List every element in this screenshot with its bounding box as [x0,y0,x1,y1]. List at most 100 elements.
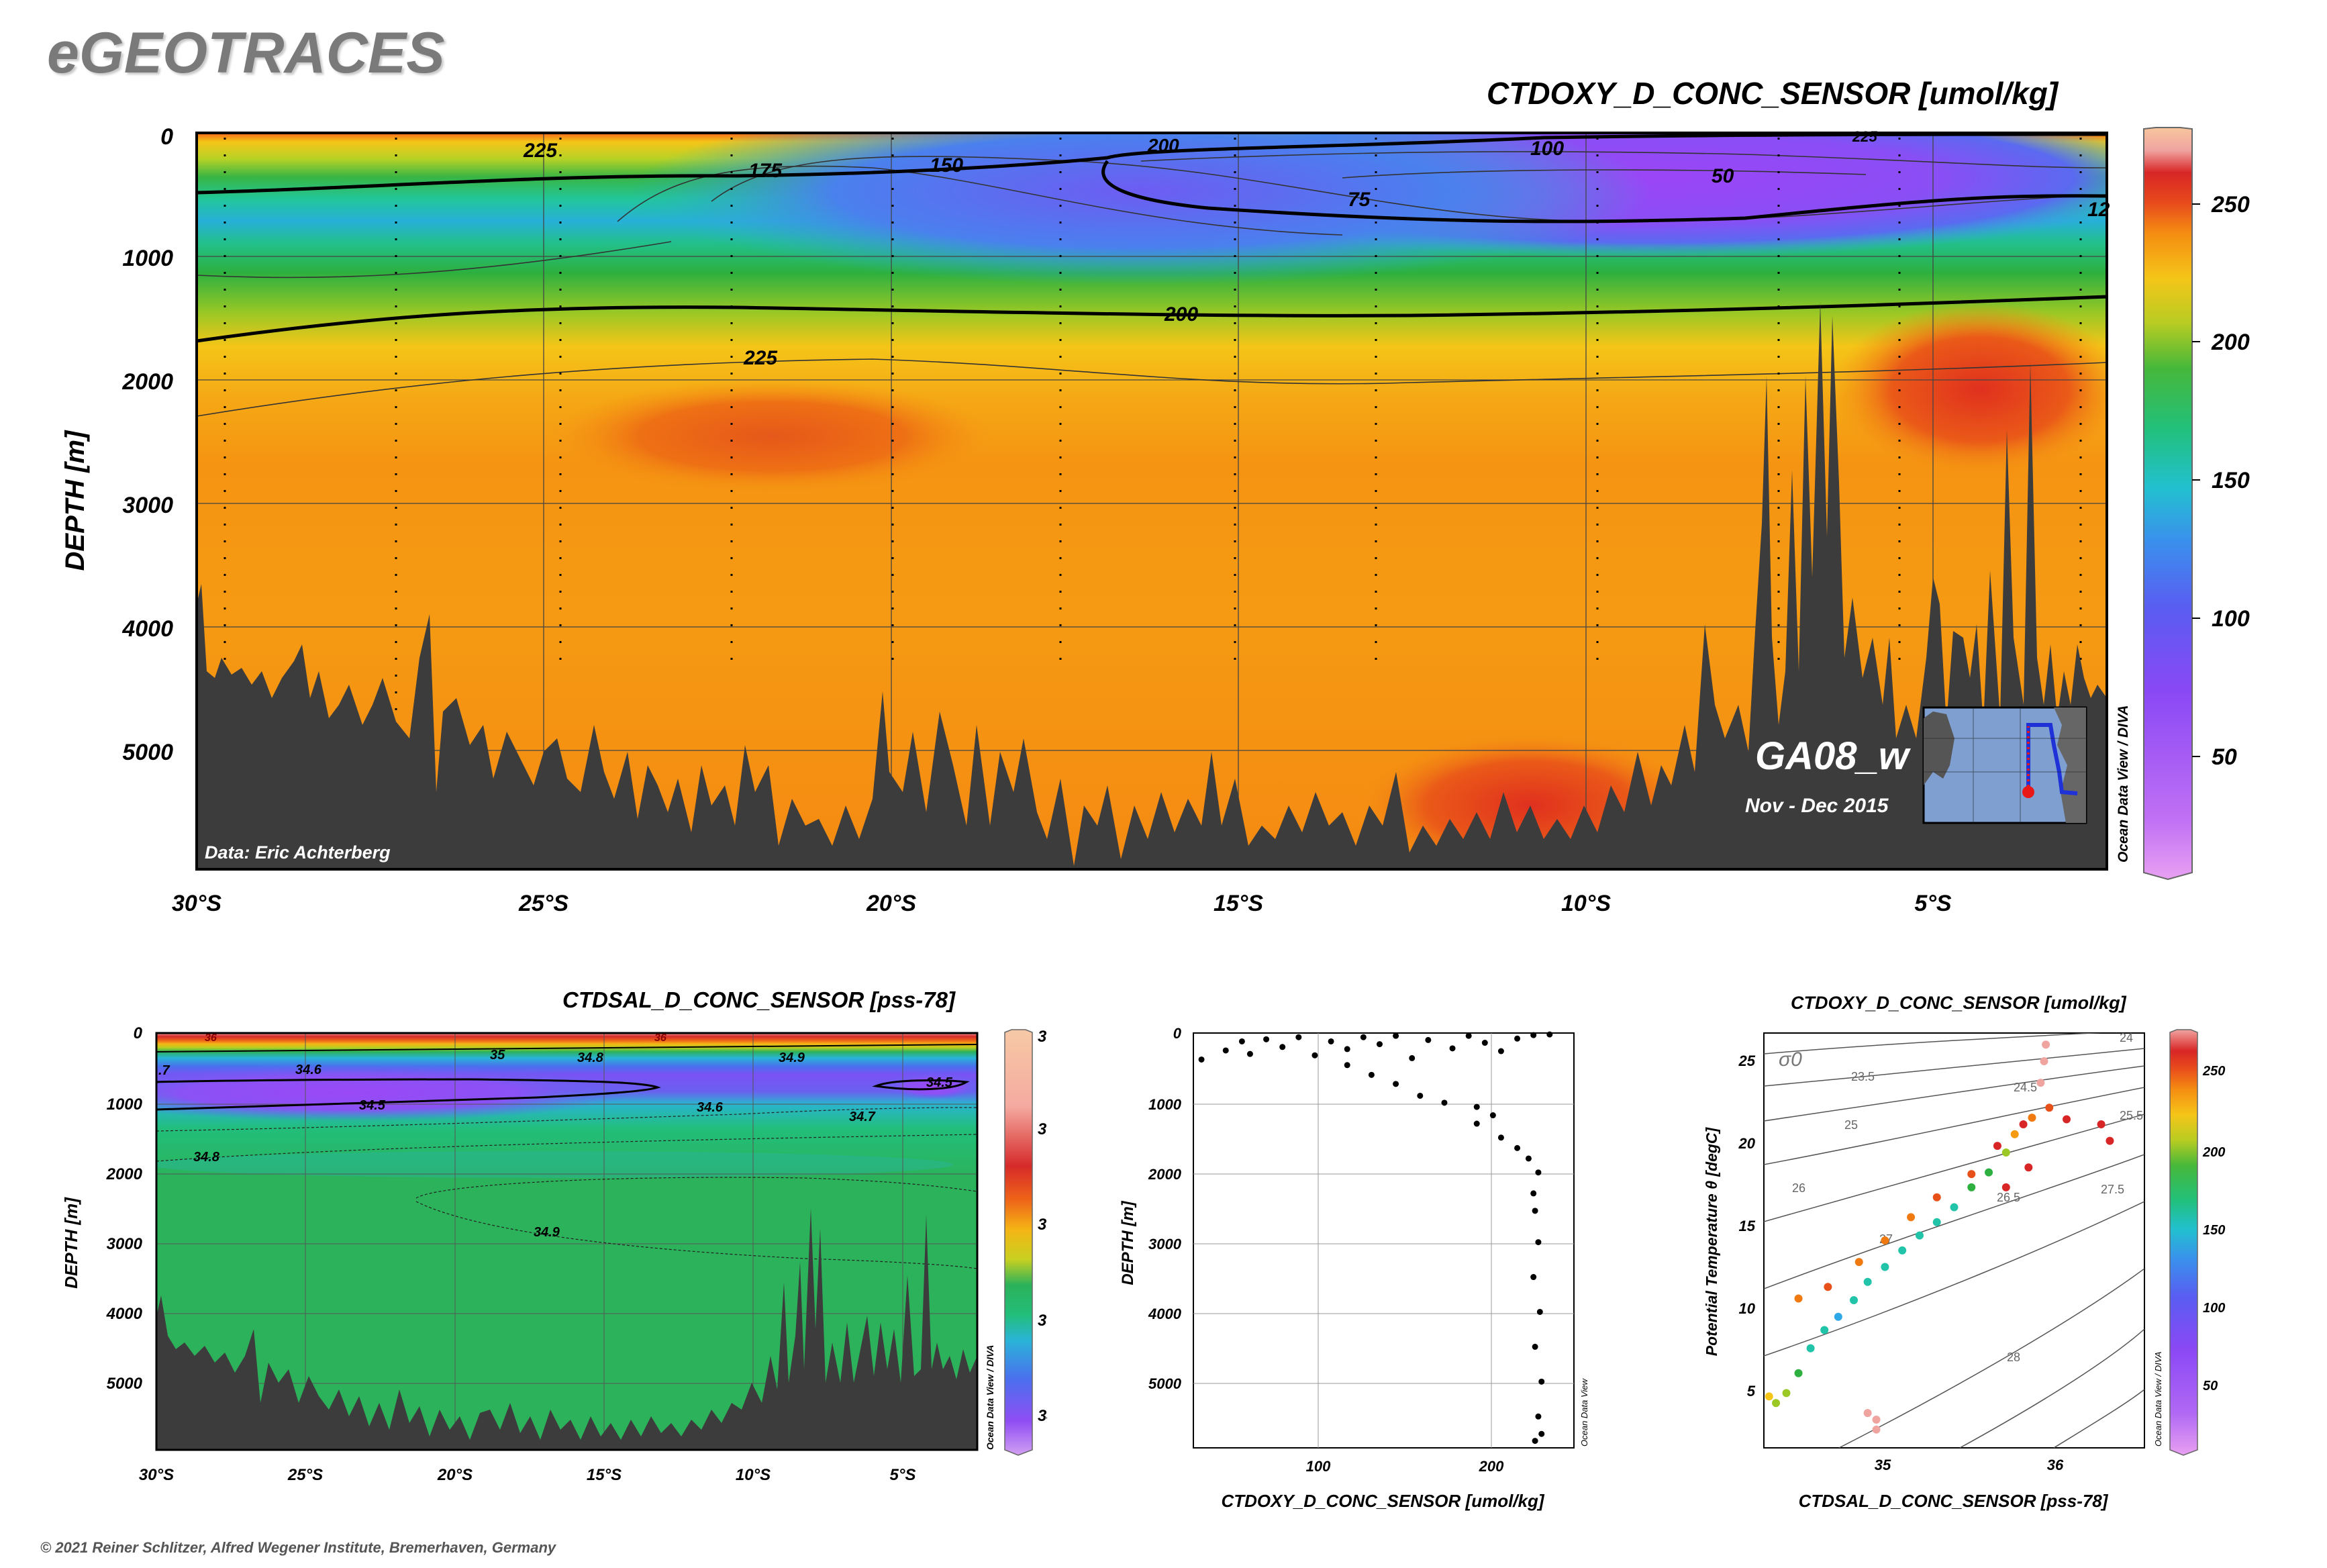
svg-text:34.5: 34.5 [1038,1407,1047,1425]
ts-points [1765,1040,2114,1434]
salinity-contour-labels: 36 36 35 34.8 34.9 34.6 34.5 34.5 34.6 3… [158,1032,953,1240]
thin-contours [197,151,2107,417]
ts-point [1854,1258,1863,1267]
y-tick-label: 0 [160,124,173,150]
profile-point [1238,1038,1245,1044]
profile-y-axis-label: DEPTH [m] [1119,1200,1137,1285]
y-tick-label: 3000 [122,493,173,518]
svg-text:1000: 1000 [107,1095,143,1114]
ts-point [2042,1040,2050,1049]
svg-text:250: 250 [2202,1064,2225,1079]
profile-point [1481,1040,1488,1046]
svg-text:2000: 2000 [106,1165,143,1183]
profile-point [1535,1239,1542,1246]
colorbar-tick-label: 50 [2212,744,2237,770]
profile-point [1393,1032,1399,1039]
profile-point [1546,1031,1553,1038]
ts-point [1993,1142,2001,1150]
profile-point [1425,1036,1432,1043]
oxygen-minimum-zone-west [631,133,1651,285]
sigma-label: σ0 [1779,1048,1802,1071]
ts-point [1872,1425,1881,1434]
svg-text:36: 36 [2047,1457,2064,1473]
profile-point [1514,1144,1521,1151]
ts-point [1932,1218,1941,1226]
svg-text:4000: 4000 [1148,1306,1182,1322]
ts-plot-frame [1763,1032,2145,1449]
profile-point [1530,1032,1537,1038]
profile-point [1449,1045,1456,1052]
svg-text:25: 25 [1844,1118,1858,1132]
contour-label: 34.5 [926,1075,953,1090]
high-oxygen-core-east [1832,302,2107,477]
contour-label: 12 [2087,199,2110,221]
svg-text:26: 26 [1792,1181,1805,1195]
egeotraces-logo: eGEOTRACES [47,21,445,85]
ts-point [2036,1079,2045,1087]
colorbar-tick-label: 200 [2211,330,2250,355]
ts-point [1898,1246,1907,1255]
ts-y-ticks: 5 10 15 20 25 [1738,1052,1756,1400]
salinity-plot-frame [155,1032,979,1451]
ts-y-axis-label: Potential Temperature θ [degC] [1703,1126,1720,1356]
salinity-x-ticks: 30°S 25°S 20°S 15°S 10°S 5°S [139,1466,916,1484]
svg-text:1000: 1000 [1148,1096,1182,1113]
contour-label: 34.6 [697,1100,724,1115]
ts-point [2106,1136,2114,1145]
svg-text:3000: 3000 [107,1235,143,1253]
ts-point [2001,1148,2010,1157]
ts-point [1932,1193,1941,1202]
y-tick-label: 5000 [122,740,173,765]
x-tick-label: 20°S [866,891,916,916]
ts-point [2028,1114,2036,1122]
colorbar-tick-label: 100 [2212,606,2250,632]
profile-point [1295,1034,1302,1040]
ts-point [1824,1283,1832,1291]
profile-point [1536,1308,1543,1315]
profile-point [1525,1155,1532,1162]
svg-text:30°S: 30°S [139,1466,174,1484]
ts-x-axis-label: CTDSAL_D_CONC_SENSOR [pss-78] [1799,1491,2109,1511]
contour-label: 75 [1348,189,1371,211]
ts-point [1782,1389,1791,1398]
ts-plot-title: CTDOXY_D_CONC_SENSOR [umol/kg] [1791,993,2126,1013]
ts-point [1872,1415,1881,1424]
ts-point [2001,1183,2010,1191]
contour-label: 34.8 [577,1050,604,1065]
salinity-y-axis-label: DEPTH [m] [61,1197,81,1289]
x-tick-label: 5°S [1914,891,1952,916]
ts-point [2010,1130,2019,1138]
ts-point [2045,1104,2054,1112]
profile-point [1538,1378,1545,1385]
oxygen-colorbar [2143,127,2193,881]
profile-point [1538,1430,1545,1437]
ts-point [1765,1392,1773,1401]
svg-text:25: 25 [1738,1052,1756,1069]
svg-text:50: 50 [2203,1379,2218,1393]
x-tick-label: 25°S [518,891,568,916]
svg-text:35.5: 35.5 [1038,1216,1047,1234]
ts-point [1850,1295,1859,1304]
data-credit: Data: Eric Achterberg [205,842,391,863]
profile-point [1222,1047,1229,1054]
x-tick-label: 30°S [172,891,221,916]
contour-label: 34.7 [849,1110,876,1124]
ts-point [1881,1236,1889,1244]
svg-text:24.5: 24.5 [2014,1081,2037,1094]
profile-point [1530,1190,1537,1197]
copyright-notice: © 2021 Reiner Schlitzer, Alfred Wegener … [40,1539,556,1556]
bold-contours [197,133,2107,343]
main-section-title: CTDOXY_D_CONC_SENSOR [umol/kg] [1487,76,2059,111]
svg-text:5: 5 [1747,1383,1756,1400]
ts-point [1834,1312,1842,1321]
ts-diagram-plot: 24 23.5 24.5 25 25.5 26 26.5 27 27.5 28 … [1703,1029,2225,1511]
svg-text:23.5: 23.5 [1851,1070,1875,1083]
salinity-section-title: CTDSAL_D_CONC_SENSOR [pss-78] [562,987,955,1012]
ts-point [1863,1409,1872,1418]
y-tick-label: 2000 [121,369,173,395]
oxygen-colorbar-ticks: 250 200 150 100 50 [2192,192,2250,770]
svg-text:5°S: 5°S [890,1466,916,1484]
contour-label: 34.8 [193,1150,220,1165]
main-section-plot: 225 175 150 200 100 50 75 12 225 200 225… [60,124,2250,916]
